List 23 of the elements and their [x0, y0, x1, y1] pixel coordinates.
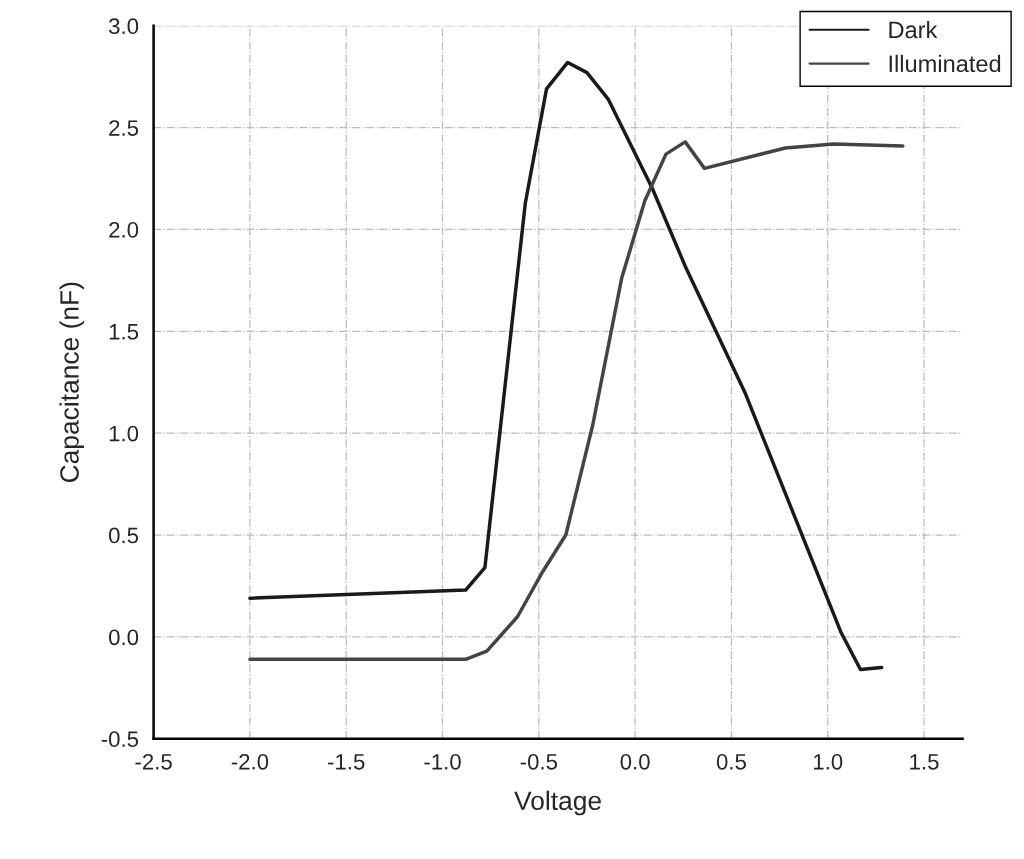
line-series: [248, 140, 905, 662]
x-tick-label: 0.0: [620, 753, 650, 770]
x-tick-label: -2.5: [135, 753, 172, 770]
x-tick-label: 1.5: [910, 754, 939, 770]
y-tick-label: -0.5: [101, 731, 139, 748]
x-tick-label: 0.5: [716, 753, 746, 770]
x-axis-title: Voltage: [514, 790, 601, 816]
x-tick-label: -2.0: [231, 753, 269, 770]
x-tick-label: 1.0: [813, 753, 843, 770]
line-series: [248, 60, 884, 672]
y-tick-label: 2.0: [109, 222, 139, 238]
y-tick-label: 3.0: [108, 18, 139, 35]
y-tick-label: 0.5: [109, 527, 139, 544]
legend-label: Dark: [889, 20, 938, 39]
y-tick-label: 0.0: [109, 629, 139, 646]
y-tick-label: 2.5: [109, 120, 139, 136]
x-tick-label: -1.5: [328, 754, 365, 770]
x-tick-label: -0.5: [520, 753, 558, 770]
x-tick-label: -1.0: [424, 753, 461, 770]
y-axis-title: Capacitance (nF): [59, 282, 85, 483]
y-tick-label: 1.0: [109, 425, 139, 442]
y-tick-label: 1.5: [109, 324, 139, 340]
legend-label: Illuminated: [889, 54, 1001, 73]
